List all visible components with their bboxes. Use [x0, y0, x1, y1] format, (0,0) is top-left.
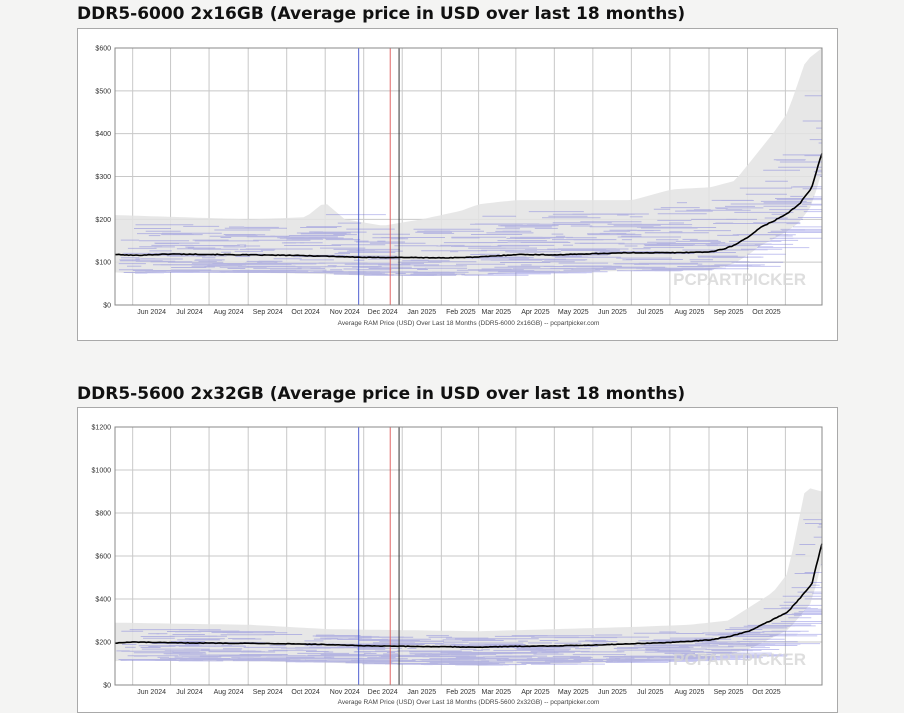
y-tick-label: $600: [95, 554, 111, 561]
y-tick-label: $1200: [92, 425, 112, 432]
x-tick-label: May 2025: [558, 689, 589, 696]
x-tick-label: Aug 2025: [674, 689, 704, 696]
x-tick-label: Dec 2024: [368, 689, 398, 696]
x-tick-label: Jun 2024: [137, 689, 166, 696]
x-tick-label: Oct 2025: [752, 309, 781, 316]
x-tick-label: Jul 2025: [637, 309, 664, 316]
watermark-text: PCPARTPICKER: [673, 270, 806, 289]
x-tick-label: Feb 2025: [446, 309, 476, 316]
x-tick-label: Feb 2025: [446, 689, 476, 696]
x-tick-label: Oct 2024: [291, 689, 320, 696]
x-axis-label: Average RAM Price (USD) Over Last 18 Mon…: [338, 320, 600, 327]
x-tick-label: Oct 2025: [752, 689, 781, 696]
x-tick-label: Apr 2025: [521, 309, 550, 316]
average-price-line: [115, 153, 823, 259]
x-tick-label: Jan 2025: [407, 309, 436, 316]
chart-2-plot: $0 $200 $400 $600 $800 $1000 $1200 Jun 2024 Jul …: [92, 425, 823, 706]
chart-1-frame: $0 $100 $200 $300 $400 $500 $600 Jun 2024 Jul 20…: [77, 28, 838, 341]
x-tick-label: Mar 2025: [481, 689, 511, 696]
x-tick-label: Aug 2025: [674, 309, 704, 316]
price-range-band: [115, 48, 822, 276]
plot-border: [114, 426, 823, 686]
x-tick-label: Jul 2024: [176, 309, 203, 316]
retailer-price-lines: [116, 519, 822, 666]
x-tick-label: Dec 2024: [368, 309, 398, 316]
y-tick-label: $800: [95, 511, 111, 518]
price-range-band: [115, 488, 822, 666]
x-tick-label: Nov 2024: [330, 689, 360, 696]
plot-border: [114, 47, 823, 306]
x-tick-label: Apr 2025: [521, 689, 550, 696]
x-tick-label: Mar 2025: [481, 309, 511, 316]
y-tick-label: $0: [103, 303, 111, 310]
watermark-text: PCPARTPICKER: [673, 650, 806, 669]
x-tick-label: Sep 2025: [714, 689, 744, 696]
y-tick-label: $0: [103, 683, 111, 690]
x-tick-label: Aug 2024: [214, 309, 244, 316]
x-tick-label: Jan 2025: [407, 689, 436, 696]
x-tick-label: May 2025: [558, 309, 589, 316]
x-tick-label: Sep 2024: [253, 309, 283, 316]
y-tick-label: $600: [95, 46, 111, 53]
chart-2-title: DDR5-5600 2x32GB (Average price in USD o…: [77, 384, 686, 404]
x-tick-label: Jun 2024: [137, 309, 166, 316]
x-tick-label: Jun 2025: [598, 309, 627, 316]
chart-1-title: DDR5-6000 2x16GB (Average price in USD o…: [77, 4, 686, 24]
x-tick-label: Sep 2025: [714, 309, 744, 316]
y-tick-label: $100: [95, 260, 111, 267]
x-tick-label: Sep 2024: [253, 689, 283, 696]
x-axis-label: Average RAM Price (USD) Over Last 18 Mon…: [338, 699, 600, 706]
chart-2-frame: $0 $200 $400 $600 $800 $1000 $1200 Jun 2024 Jul …: [77, 407, 838, 713]
average-price-line: [115, 543, 823, 649]
y-tick-label: $300: [95, 174, 111, 181]
x-tick-label: Aug 2024: [214, 689, 244, 696]
x-tick-label: Jun 2025: [598, 689, 627, 696]
x-tick-label: Nov 2024: [330, 309, 360, 316]
y-tick-label: $200: [95, 640, 111, 647]
y-tick-label: $200: [95, 217, 111, 224]
chart-1-plot: $0 $100 $200 $300 $400 $500 $600 Jun 2024 Jul 20…: [95, 46, 823, 327]
y-tick-label: $400: [95, 131, 111, 138]
y-tick-label: $400: [95, 597, 111, 604]
x-tick-label: Oct 2024: [291, 309, 320, 316]
y-tick-label: $500: [95, 88, 111, 95]
x-tick-label: Jul 2025: [637, 689, 664, 696]
x-tick-label: Jul 2024: [176, 689, 203, 696]
y-tick-label: $1000: [92, 468, 112, 475]
